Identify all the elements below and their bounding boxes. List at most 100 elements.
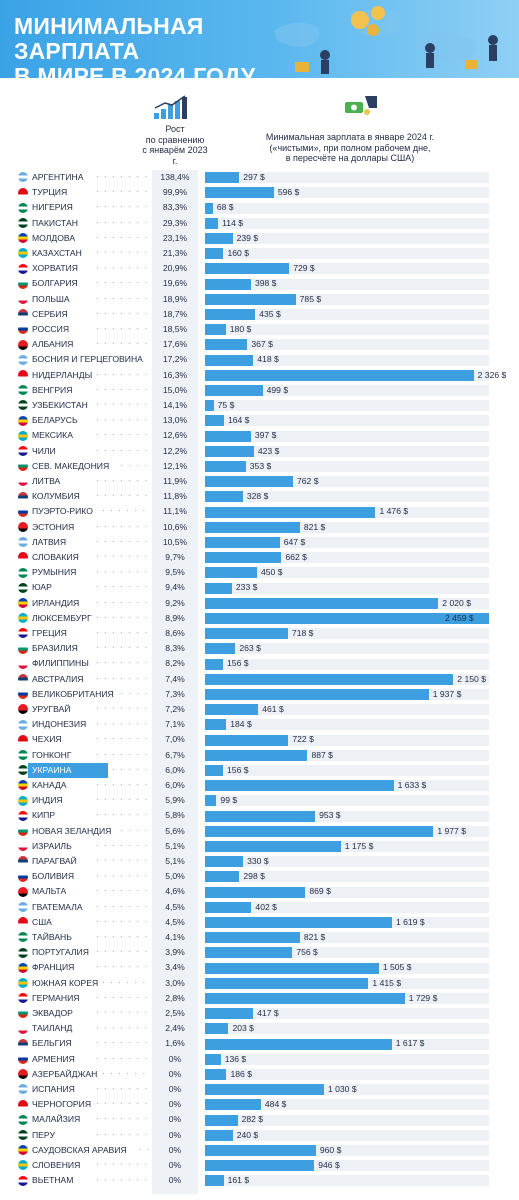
wage-value-label: 417 $ <box>257 1008 279 1018</box>
country-label: БОЛИВИЯ <box>32 871 75 882</box>
flag-icon <box>18 871 28 882</box>
dot-leader: · · · · · · · · · · · <box>96 673 150 683</box>
wage-bar <box>205 430 251 442</box>
flag-icon <box>18 293 28 304</box>
table-row: ФИЛИППИНЫ · · · · · · · · · · · 8,2% 156 $ <box>0 656 519 671</box>
wage-value-label: 161 $ <box>227 1175 250 1186</box>
wage-value-label: 484 $ <box>264 1099 287 1110</box>
dot-leader: · · · · · · · · · · · <box>96 217 150 227</box>
table-row: США · · · · · · · · · · · 4,5% 1 619 $ <box>0 915 519 930</box>
wage-value-label: 164 $ <box>227 415 250 426</box>
wage-bar <box>205 476 293 488</box>
wage-bar <box>205 384 263 396</box>
flag-icon <box>18 217 28 228</box>
wage-bar <box>205 491 243 503</box>
wage-bar <box>205 764 224 776</box>
country-label: НИГЕРИЯ <box>32 202 73 213</box>
table-row: ИНДОНЕЗИЯ · · · · · · · · · · · 7,1% 184 $ <box>0 717 519 732</box>
bar-track <box>205 415 489 427</box>
wage-bar <box>205 172 240 184</box>
bar-track <box>205 947 489 959</box>
dot-leader: · · · · · · · · · · · <box>96 293 150 303</box>
country-label: РУМЫНИЯ <box>32 567 77 578</box>
growth-value: 5,8% <box>165 810 185 821</box>
dot-leader: · · · · · · · · · · · <box>96 567 150 577</box>
growth-value: 7,3% <box>165 688 185 699</box>
country-label: ТУРЦИЯ <box>32 187 68 198</box>
bar-track <box>205 552 489 564</box>
wage-value-label: 328 $ <box>246 491 269 502</box>
dot-leader: · · · · · · · · · · · <box>96 764 150 774</box>
bar-track <box>205 628 489 640</box>
dot-leader: · · · · · · · · · · · <box>96 187 150 197</box>
bar-track <box>205 1114 489 1126</box>
wage-value-label: 1 937 $ <box>432 688 462 699</box>
flag-icon <box>18 461 28 472</box>
country-label: АРГЕНТИНА <box>32 172 84 182</box>
table-row: ПОРТУГАЛИЯ · · · · · · · · · · · 3,9% 756 $ <box>0 945 519 960</box>
flag-icon <box>18 993 28 1004</box>
wage-value-label: 282 $ <box>241 1114 264 1125</box>
bar-track <box>205 1053 489 1065</box>
wage-bar <box>205 704 259 716</box>
wage-bar <box>205 187 274 199</box>
table-row: УРУГВАЙ · · · · · · · · · · · 7,2% 461 $ <box>0 702 519 717</box>
growth-value: 12,2% <box>162 445 188 456</box>
table-row: ВЬЕТНАМ · · · · · · · · · · · 0% 161 $ <box>0 1173 519 1188</box>
flag-icon <box>18 856 28 867</box>
country-label: БЕЛЬГИЯ <box>32 1038 72 1049</box>
country-label: ЧИЛИ <box>32 445 56 456</box>
bar-track <box>205 263 489 275</box>
growth-value: 23,1% <box>162 232 188 243</box>
wage-value-label: 298 $ <box>243 871 265 882</box>
wage-value-label: 946 $ <box>318 1160 340 1170</box>
dot-leader: · · · · · · · · · · · <box>96 719 150 729</box>
bar-track <box>205 886 489 898</box>
wage-bar <box>205 597 439 609</box>
flag-icon <box>18 1038 28 1049</box>
wage-value-label: 75 $ <box>217 400 235 410</box>
dot-leader: · · · · · · · · · · · <box>96 932 150 941</box>
bar-track <box>205 901 489 913</box>
dot-leader: · · · · · · · · · · · <box>96 734 150 744</box>
bar-track <box>205 795 489 807</box>
dot-leader: · · · · · · · · · · · <box>96 278 150 288</box>
bar-track <box>205 187 489 199</box>
bar-track <box>205 400 489 412</box>
table-row: БОЛГАРИЯ · · · · · · · · · · · 19,6% 398 $ <box>0 276 519 291</box>
growth-value: 6,7% <box>165 749 185 760</box>
growth-value: 3,9% <box>165 947 185 958</box>
growth-value: 11,1% <box>163 506 187 517</box>
country-label: БОЛГАРИЯ <box>32 278 78 289</box>
dot-leader: · · · · · · · · · · · <box>120 825 150 835</box>
wage-bar <box>205 825 434 837</box>
table-row: ГОНКОНГ · · · · · · · · · · · 6,7% 887 $ <box>0 748 519 763</box>
wage-bar <box>205 415 224 427</box>
flag-icon <box>18 354 28 365</box>
wage-bar <box>205 1175 224 1187</box>
country-label: СЛОВЕНИЯ <box>32 1160 81 1170</box>
wage-value-label: 330 $ <box>247 856 269 866</box>
table-row: УЗБЕКИСТАН · · · · · · · · · · · 14,1% 75 $ <box>0 398 519 413</box>
wage-bar <box>205 901 252 913</box>
flag-icon <box>18 430 28 441</box>
country-label: ИНДОНЕЗИЯ <box>32 719 87 730</box>
wage-bar <box>205 460 246 472</box>
country-label: ВЬЕТНАМ <box>32 1175 74 1186</box>
flag-icon <box>18 415 28 426</box>
flag-icon <box>18 491 28 502</box>
flag-icon <box>18 552 28 563</box>
country-label: БЕЛАРУСЬ <box>32 415 78 426</box>
bar-track <box>205 1144 489 1156</box>
country-label: БРАЗИЛИЯ <box>32 643 78 654</box>
flag-icon <box>18 339 28 350</box>
wage-value-label: 203 $ <box>232 1023 254 1034</box>
wage-value-label: 953 $ <box>319 810 341 821</box>
flag-icon <box>18 1069 28 1080</box>
table-row: ГЕРМАНИЯ · · · · · · · · · · · 2,8% 1 729 $ <box>0 991 519 1006</box>
dot-leader: · · · · · · · · · · · <box>96 263 150 273</box>
dot-leader: · · · · · · · · · · · <box>96 795 150 805</box>
wage-value-label: 1 030 $ <box>327 1084 357 1094</box>
country-label: ЛИТВА <box>32 476 61 486</box>
growth-value: 19,6% <box>162 278 188 289</box>
